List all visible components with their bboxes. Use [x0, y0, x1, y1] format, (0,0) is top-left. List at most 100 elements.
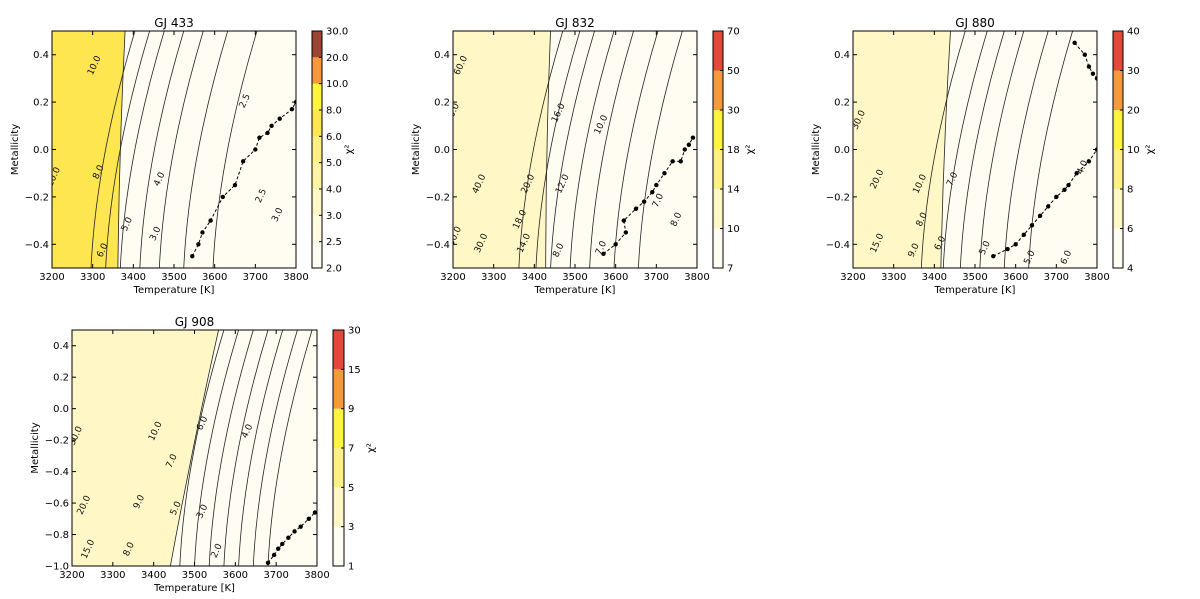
contour-line: [569, 31, 615, 268]
colorbar: 7 10 14 18 30 50 70 χ²: [712, 27, 756, 275]
x-tick-label: 3400: [522, 272, 547, 283]
colorbar-segment: [1113, 149, 1123, 189]
x-tick-label: 3500: [161, 272, 186, 283]
contour-field: 30.020.015.010.09.08.07.06.0 5.05.04.06.0: [853, 31, 1097, 268]
x-tick-label: 3700: [263, 570, 288, 581]
colorbar-frame: [311, 30, 323, 269]
colorbar-tick-label: 40: [1127, 27, 1140, 38]
colorbar-segment: [1113, 228, 1123, 268]
colorbar-segment: [713, 189, 723, 229]
colorbar-segment: [312, 189, 322, 216]
colorbar-segment: [312, 241, 322, 268]
y-tick-label: −0.2: [426, 192, 450, 203]
colorbar: 2.0 2.5 3.0 4.0 5.0 6.0 8.0 10.0 20.0 30.0 χ²: [311, 27, 355, 275]
min-chi2-point: [312, 510, 317, 515]
contour-label: 50.0: [444, 102, 462, 125]
y-tick-label: 0.2: [434, 98, 450, 109]
colorbar-segment: [312, 215, 322, 242]
colorbar-segment: [333, 408, 344, 448]
colorbar-segment: [312, 162, 322, 189]
colorbar-segment: [333, 330, 344, 370]
colorbar-tick-label: 14: [727, 185, 740, 196]
min-chi2-point: [253, 147, 258, 152]
min-chi2-point: [271, 552, 277, 558]
colorbar-tick-label: 6.0: [326, 132, 342, 143]
colorbar-segment: [713, 228, 723, 268]
contour-line: [638, 31, 683, 268]
colorbar-tick-label: 4.0: [326, 185, 342, 196]
x-tick-label: 3700: [243, 272, 268, 283]
y-tick-label: −0.6: [45, 499, 69, 510]
min-chi2-point: [298, 524, 303, 529]
min-chi2-point: [654, 182, 659, 188]
x-tick-label: 3400: [141, 570, 166, 581]
min-chi2-point: [220, 194, 225, 200]
y-tick-label: −0.8: [45, 530, 69, 541]
y-axis-label: Metallicity: [10, 124, 21, 175]
colorbar-segment: [333, 526, 344, 566]
y-tick-label: 0.2: [834, 98, 850, 109]
contour-line: [238, 330, 284, 566]
contour-band: [453, 31, 551, 268]
colorbar-segment: [333, 487, 344, 527]
colorbar-tick-label: 20.0: [326, 53, 348, 64]
colorbar-tick-label: 5.0: [326, 158, 342, 169]
colorbar-tick-label: 15: [348, 365, 361, 376]
min-chi2-point: [1082, 52, 1088, 57]
colorbar-tick-label: 10.0: [326, 79, 348, 90]
min-chi2-point: [686, 142, 692, 147]
y-tick-label: −0.2: [45, 436, 69, 447]
x-tick-label: 3200: [840, 272, 865, 283]
colorbar-tick-label: 7: [348, 444, 354, 455]
y-tick-label: 0.4: [53, 341, 69, 352]
y-axis-label: Metallicity: [811, 124, 822, 175]
subplot-4: 30.020.015.010.09.08.07.06.05.04.03.02.0…: [30, 315, 377, 594]
subplot-title: GJ 880: [955, 16, 995, 30]
min-chi2-point: [265, 560, 271, 566]
x-tick-label: 3800: [304, 570, 329, 581]
contour-line: [959, 31, 1005, 268]
min-chi2-point: [1066, 182, 1071, 188]
min-chi2-point: [1046, 204, 1051, 209]
y-tick-label: 0.4: [834, 50, 850, 61]
colorbar-tick-label: 20: [1127, 106, 1140, 117]
colorbar-segment: [1113, 189, 1123, 229]
y-tick-label: −0.4: [426, 240, 450, 251]
min-chi2-point: [991, 253, 996, 259]
colorbar-tick-label: 10: [1127, 145, 1140, 156]
colorbar-tick-label: 1: [348, 562, 354, 573]
x-axis-label: Temperature [K]: [534, 285, 616, 296]
contour-line: [179, 330, 225, 566]
y-tick-label: −1.0: [45, 562, 69, 573]
y-tick-label: 0.0: [53, 404, 69, 415]
x-tick-label: 3800: [684, 272, 709, 283]
colorbar-segment: [312, 110, 322, 137]
colorbar-label: χ²: [1145, 145, 1156, 155]
colorbar-tick-label: 70: [727, 27, 740, 38]
x-tick-label: 3200: [39, 272, 64, 283]
x-tick-label: 3400: [922, 272, 947, 283]
contour-line: [194, 330, 239, 566]
colorbar-segment: [1113, 70, 1123, 110]
contour-line: [90, 31, 136, 268]
y-axis-label: Metallicity: [411, 124, 422, 175]
min-chi2-point: [623, 230, 629, 235]
contour-line: [550, 31, 595, 268]
colorbar-tick-label: 2.0: [326, 264, 342, 275]
colorbar-segment: [713, 149, 723, 189]
x-tick-label: 3700: [644, 272, 669, 283]
contour-band: [72, 330, 219, 566]
min-chi2-point: [1074, 171, 1079, 176]
contour-field: 30.020.015.010.09.08.07.06.05.04.03.02.0: [72, 330, 317, 566]
min-chi2-point: [1005, 246, 1010, 252]
min-chi2-point: [240, 159, 246, 164]
colorbar-tick-label: 2.5: [326, 237, 342, 248]
min-chi2-point: [1054, 194, 1059, 200]
colorbar-segment: [1113, 31, 1123, 71]
x-axis-label: Temperature [K]: [153, 583, 235, 594]
colorbar-tick-label: 30: [1127, 66, 1140, 77]
min-chi2-point: [1037, 213, 1043, 219]
x-tick-label: 3800: [1084, 272, 1109, 283]
min-chi2-point: [306, 516, 312, 521]
